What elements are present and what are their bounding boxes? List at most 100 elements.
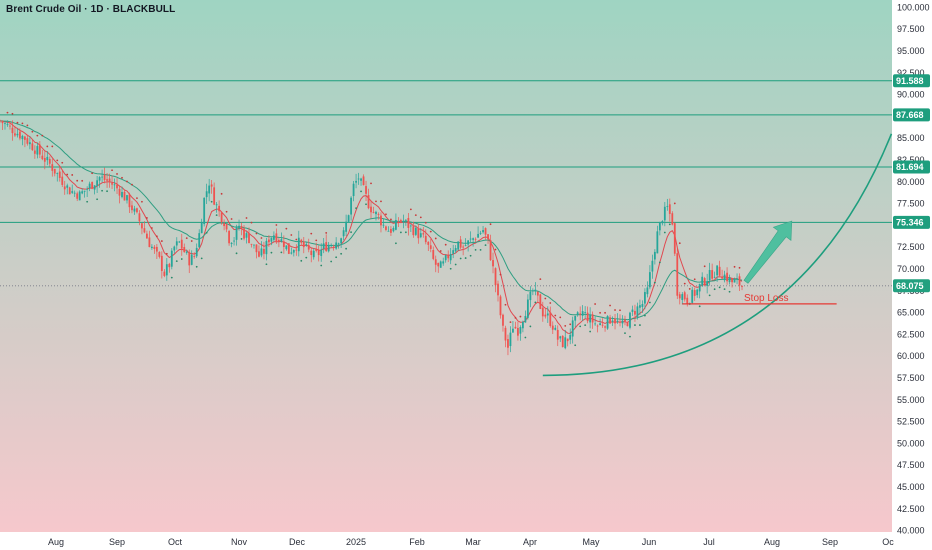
psar-dot: [66, 173, 69, 176]
chart-title: Brent Crude Oil · 1D · BLACKBULL: [6, 4, 176, 15]
candle-body: [569, 334, 572, 340]
candle-body: [273, 235, 275, 240]
candle-body: [524, 315, 527, 323]
level-tag-bg: [893, 215, 930, 229]
candle-body: [111, 183, 113, 185]
psar-dot: [205, 231, 208, 234]
candle-body: [275, 233, 278, 242]
psar-dot: [723, 288, 726, 291]
candle-body: [160, 255, 163, 271]
candle-body: [367, 195, 370, 209]
candle-body: [292, 249, 295, 253]
candle-body: [133, 208, 136, 212]
candle-body: [472, 238, 474, 240]
candle-body: [136, 208, 138, 213]
candle-body: [427, 241, 430, 245]
y-tick-label: 82.500: [897, 155, 925, 165]
psar-dot: [121, 176, 123, 179]
stop-loss-label: Stop Loss: [744, 293, 788, 304]
psar-dot: [599, 311, 601, 314]
candle-body: [345, 221, 348, 232]
candle-body: [6, 124, 9, 126]
candle-body: [53, 168, 56, 174]
y-tick-label: 55.000: [897, 395, 925, 405]
psar-dot: [484, 244, 487, 247]
candle-body: [691, 289, 694, 303]
psar-dot: [101, 189, 103, 192]
candle-body: [609, 317, 611, 324]
candle-body: [153, 246, 156, 249]
candle-body: [258, 251, 260, 257]
y-tick-label: 45.000: [897, 482, 925, 492]
psar-dot: [350, 231, 352, 234]
x-tick-label: Aug: [48, 537, 64, 547]
candle-body: [360, 178, 362, 181]
psar-dot: [434, 237, 437, 240]
psar-dot: [355, 207, 357, 210]
candle-body: [474, 238, 477, 240]
y-tick-label: 50.000: [897, 438, 925, 448]
candle-body: [407, 217, 410, 228]
price-axis-panel: [892, 0, 932, 550]
psar-dot: [629, 335, 631, 338]
candle-body: [93, 185, 96, 190]
psar-dot: [569, 323, 572, 326]
candle-body: [395, 220, 397, 230]
candle-body: [248, 233, 250, 243]
candle-body: [604, 326, 606, 328]
candle-body: [36, 146, 39, 155]
psar-dot: [454, 263, 457, 266]
x-tick-label: Apr: [523, 537, 537, 547]
psar-dot: [365, 203, 367, 206]
psar-dot: [519, 315, 522, 318]
candle-body: [514, 326, 517, 329]
candle-body: [534, 289, 537, 291]
candle-body: [150, 246, 153, 249]
psar-dot: [305, 256, 308, 259]
candle-body: [454, 248, 457, 252]
x-tick-label: Dec: [289, 537, 306, 547]
candle-body: [541, 307, 544, 317]
candle-body: [629, 312, 631, 328]
level-tag: 75.346: [896, 218, 924, 228]
candle-body: [46, 156, 49, 161]
psar-dot: [624, 332, 626, 335]
level-tag: 91.588: [896, 76, 924, 86]
x-tick-label: Oc: [882, 537, 894, 547]
candle-body: [96, 180, 99, 186]
psar-dot: [295, 238, 298, 241]
candle-body: [73, 192, 76, 194]
psar-dot: [429, 230, 432, 233]
candle-body: [619, 321, 621, 323]
candle-body: [163, 271, 166, 276]
candle-body: [143, 228, 146, 233]
projection-arrow: [743, 220, 793, 284]
candle-body: [402, 220, 405, 223]
candle-body: [668, 204, 671, 214]
psar-dot: [51, 145, 54, 148]
psar-dot: [170, 276, 173, 279]
candle-body: [190, 254, 193, 265]
candle-body: [83, 190, 86, 192]
candle-body: [536, 291, 539, 296]
candle-body: [584, 312, 587, 313]
candle-body: [464, 245, 467, 247]
candle-body: [696, 289, 699, 296]
candle-body: [507, 339, 509, 348]
candle-body: [43, 158, 46, 162]
candle-body: [66, 185, 69, 188]
psar-dot: [16, 121, 19, 124]
psar-dot: [46, 145, 49, 148]
candle-body: [641, 304, 644, 307]
candle-body: [138, 213, 141, 222]
candle-body: [419, 233, 422, 238]
psar-dot: [335, 256, 338, 259]
y-tick-label: 52.500: [897, 417, 925, 427]
psar-dot: [544, 297, 547, 300]
level-tag: 81.694: [896, 162, 924, 172]
psar-dot: [61, 161, 64, 164]
candle-body: [123, 191, 126, 201]
candle-body: [733, 279, 736, 283]
level-tag-bg: [893, 160, 930, 174]
